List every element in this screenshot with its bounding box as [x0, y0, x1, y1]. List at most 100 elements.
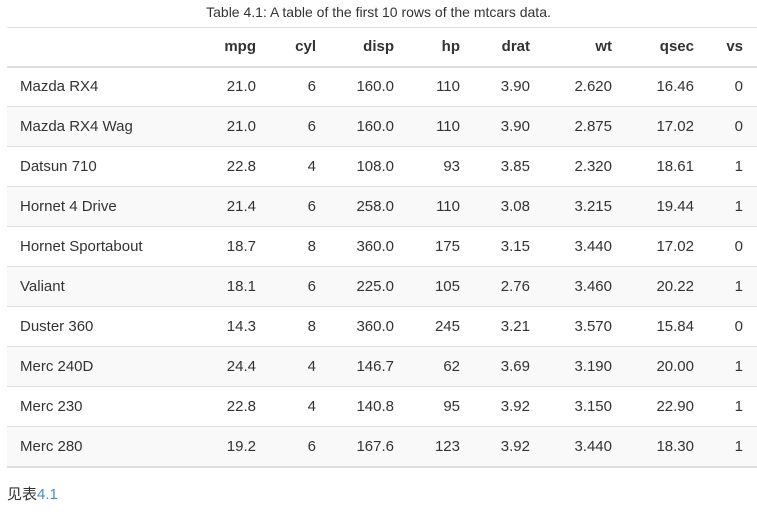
cell-qsec: 20.00	[626, 346, 708, 387]
cell-wt: 3.440	[544, 226, 626, 267]
cell-cyl: 8	[270, 226, 330, 267]
column-header-name	[7, 27, 190, 68]
table-row: Merc 240D 24.4 4 146.7 62 3.69 3.190 20.…	[7, 346, 757, 387]
cell-disp: 146.7	[330, 346, 408, 387]
cell-drat: 3.08	[474, 186, 544, 227]
cell-mpg: 24.4	[190, 346, 270, 387]
cell-cyl: 6	[270, 66, 330, 107]
row-label: Duster 360	[7, 306, 190, 347]
table-row: Valiant 18.1 6 225.0 105 2.76 3.460 20.2…	[7, 266, 757, 307]
cell-wt: 2.875	[544, 106, 626, 147]
row-label: Hornet Sportabout	[7, 226, 190, 267]
cell-wt: 3.215	[544, 186, 626, 227]
cell-drat: 3.69	[474, 346, 544, 387]
cell-drat: 3.21	[474, 306, 544, 347]
cell-mpg: 21.0	[190, 106, 270, 147]
cell-disp: 225.0	[330, 266, 408, 307]
cell-disp: 167.6	[330, 426, 408, 468]
cell-vs: 1	[708, 146, 757, 187]
column-header-mpg: mpg	[190, 27, 270, 68]
cell-wt: 3.570	[544, 306, 626, 347]
cell-mpg: 19.2	[190, 426, 270, 468]
column-header-wt: wt	[544, 27, 626, 68]
cell-qsec: 16.46	[626, 66, 708, 107]
cell-drat: 3.90	[474, 66, 544, 107]
table-reference: 见表4.1	[7, 485, 58, 505]
cell-cyl: 4	[270, 346, 330, 387]
row-label: Mazda RX4	[7, 66, 190, 107]
row-label: Merc 240D	[7, 346, 190, 387]
cell-hp: 95	[408, 386, 474, 427]
cell-cyl: 6	[270, 266, 330, 307]
table-row: Mazda RX4 Wag 21.0 6 160.0 110 3.90 2.87…	[7, 106, 757, 147]
cell-drat: 3.15	[474, 226, 544, 267]
table-reference-link[interactable]: 4.1	[37, 486, 58, 503]
cell-cyl: 6	[270, 426, 330, 468]
cell-vs: 1	[708, 386, 757, 427]
cell-drat: 3.85	[474, 146, 544, 187]
cell-mpg: 21.4	[190, 186, 270, 227]
row-label: Merc 230	[7, 386, 190, 427]
cell-cyl: 6	[270, 186, 330, 227]
cell-disp: 258.0	[330, 186, 408, 227]
reference-text: 见表	[7, 486, 38, 503]
cell-hp: 62	[408, 346, 474, 387]
cell-wt: 3.460	[544, 266, 626, 307]
cell-vs: 0	[708, 226, 757, 267]
cell-vs: 1	[708, 186, 757, 227]
cell-wt: 3.150	[544, 386, 626, 427]
cell-hp: 245	[408, 306, 474, 347]
cell-mpg: 18.7	[190, 226, 270, 267]
column-header-qsec: qsec	[626, 27, 708, 68]
row-label: Mazda RX4 Wag	[7, 106, 190, 147]
cell-drat: 3.90	[474, 106, 544, 147]
table-row: Datsun 710 22.8 4 108.0 93 3.85 2.320 18…	[7, 146, 757, 187]
cell-disp: 160.0	[330, 66, 408, 107]
cell-disp: 108.0	[330, 146, 408, 187]
cell-vs: 1	[708, 266, 757, 307]
row-label: Valiant	[7, 266, 190, 307]
column-header-hp: hp	[408, 27, 474, 68]
cell-hp: 105	[408, 266, 474, 307]
cell-wt: 2.320	[544, 146, 626, 187]
column-header-drat: drat	[474, 27, 544, 68]
cell-disp: 160.0	[330, 106, 408, 147]
cell-disp: 140.8	[330, 386, 408, 427]
cell-mpg: 22.8	[190, 146, 270, 187]
column-header-disp: disp	[330, 27, 408, 68]
cell-vs: 1	[708, 346, 757, 387]
cell-drat: 3.92	[474, 426, 544, 468]
cell-mpg: 21.0	[190, 66, 270, 107]
cell-mpg: 18.1	[190, 266, 270, 307]
cell-qsec: 19.44	[626, 186, 708, 227]
cell-qsec: 18.61	[626, 146, 708, 187]
column-header-cyl: cyl	[270, 27, 330, 68]
cell-qsec: 22.90	[626, 386, 708, 427]
cell-hp: 110	[408, 186, 474, 227]
column-header-vs: vs	[708, 27, 757, 68]
header-row: mpg cyl disp hp drat wt qsec vs	[7, 27, 757, 68]
cell-cyl: 4	[270, 386, 330, 427]
cell-qsec: 17.02	[626, 226, 708, 267]
cell-vs: 0	[708, 106, 757, 147]
cell-cyl: 4	[270, 146, 330, 187]
cell-qsec: 18.30	[626, 426, 708, 468]
row-label: Datsun 710	[7, 146, 190, 187]
table-row: Merc 230 22.8 4 140.8 95 3.92 3.150 22.9…	[7, 386, 757, 427]
cell-vs: 0	[708, 66, 757, 107]
cell-disp: 360.0	[330, 226, 408, 267]
cell-hp: 175	[408, 226, 474, 267]
cell-cyl: 8	[270, 306, 330, 347]
cell-mpg: 14.3	[190, 306, 270, 347]
row-label: Hornet 4 Drive	[7, 186, 190, 227]
cell-disp: 360.0	[330, 306, 408, 347]
cell-qsec: 17.02	[626, 106, 708, 147]
table-body: Mazda RX4 21.0 6 160.0 110 3.90 2.620 16…	[7, 66, 757, 468]
table-row: Mazda RX4 21.0 6 160.0 110 3.90 2.620 16…	[7, 66, 757, 107]
cell-hp: 110	[408, 66, 474, 107]
table-row: Duster 360 14.3 8 360.0 245 3.21 3.570 1…	[7, 306, 757, 347]
cell-hp: 93	[408, 146, 474, 187]
cell-drat: 2.76	[474, 266, 544, 307]
cell-drat: 3.92	[474, 386, 544, 427]
cell-qsec: 15.84	[626, 306, 708, 347]
